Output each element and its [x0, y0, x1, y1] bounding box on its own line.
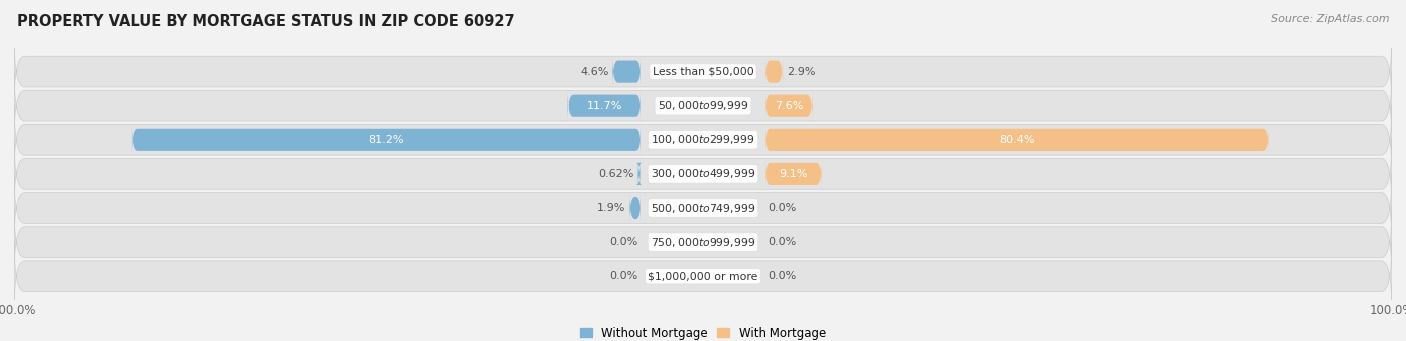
FancyBboxPatch shape: [14, 172, 1392, 244]
Text: 11.7%: 11.7%: [586, 101, 621, 111]
FancyBboxPatch shape: [14, 138, 1392, 210]
Legend: Without Mortgage, With Mortgage: Without Mortgage, With Mortgage: [581, 327, 825, 340]
FancyBboxPatch shape: [765, 90, 813, 122]
Text: 0.62%: 0.62%: [599, 169, 634, 179]
Text: $50,000 to $99,999: $50,000 to $99,999: [658, 99, 748, 112]
FancyBboxPatch shape: [14, 104, 1392, 176]
FancyBboxPatch shape: [132, 124, 641, 156]
Text: $1,000,000 or more: $1,000,000 or more: [648, 271, 758, 281]
Text: 0.0%: 0.0%: [769, 271, 797, 281]
Text: 81.2%: 81.2%: [368, 135, 404, 145]
FancyBboxPatch shape: [765, 124, 1270, 156]
Text: Less than $50,000: Less than $50,000: [652, 66, 754, 77]
Text: Source: ZipAtlas.com: Source: ZipAtlas.com: [1271, 14, 1389, 24]
Text: 0.0%: 0.0%: [769, 237, 797, 247]
FancyBboxPatch shape: [14, 36, 1392, 107]
Text: 1.9%: 1.9%: [598, 203, 626, 213]
Text: 0.0%: 0.0%: [609, 271, 637, 281]
FancyBboxPatch shape: [14, 206, 1392, 278]
FancyBboxPatch shape: [628, 192, 641, 224]
FancyBboxPatch shape: [636, 158, 643, 190]
FancyBboxPatch shape: [765, 158, 823, 190]
FancyBboxPatch shape: [612, 56, 641, 88]
Text: 80.4%: 80.4%: [1000, 135, 1035, 145]
Text: $300,000 to $499,999: $300,000 to $499,999: [651, 167, 755, 180]
Text: 9.1%: 9.1%: [779, 169, 807, 179]
FancyBboxPatch shape: [14, 240, 1392, 312]
Text: $500,000 to $749,999: $500,000 to $749,999: [651, 202, 755, 214]
Text: $750,000 to $999,999: $750,000 to $999,999: [651, 236, 755, 249]
Text: $100,000 to $299,999: $100,000 to $299,999: [651, 133, 755, 146]
FancyBboxPatch shape: [14, 70, 1392, 142]
Text: PROPERTY VALUE BY MORTGAGE STATUS IN ZIP CODE 60927: PROPERTY VALUE BY MORTGAGE STATUS IN ZIP…: [17, 14, 515, 29]
Text: 0.0%: 0.0%: [769, 203, 797, 213]
Text: 2.9%: 2.9%: [786, 66, 815, 77]
FancyBboxPatch shape: [765, 56, 783, 88]
Text: 7.6%: 7.6%: [775, 101, 803, 111]
FancyBboxPatch shape: [568, 90, 641, 122]
Text: 4.6%: 4.6%: [581, 66, 609, 77]
Text: 0.0%: 0.0%: [609, 237, 637, 247]
